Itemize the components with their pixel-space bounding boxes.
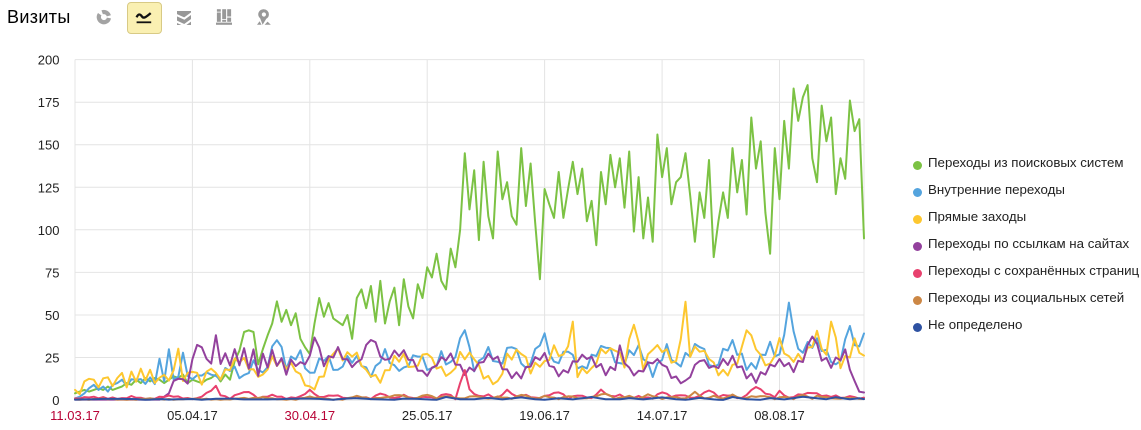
svg-text:50: 50 [45, 308, 59, 323]
svg-text:200: 200 [38, 53, 60, 68]
svg-text:125: 125 [38, 180, 60, 195]
svg-text:175: 175 [38, 95, 60, 110]
svg-text:11.03.17: 11.03.17 [50, 408, 100, 423]
svg-text:05.04.17: 05.04.17 [167, 408, 218, 423]
svg-text:14.07.17: 14.07.17 [637, 408, 688, 423]
svg-text:30.04.17: 30.04.17 [284, 408, 335, 423]
svg-text:100: 100 [38, 223, 60, 238]
svg-text:75: 75 [45, 265, 59, 280]
svg-text:150: 150 [38, 138, 60, 153]
svg-text:19.06.17: 19.06.17 [519, 408, 570, 423]
svg-text:08.08.17: 08.08.17 [754, 408, 805, 423]
svg-text:25: 25 [45, 351, 59, 366]
svg-text:25.05.17: 25.05.17 [402, 408, 453, 423]
svg-text:0: 0 [52, 393, 59, 408]
